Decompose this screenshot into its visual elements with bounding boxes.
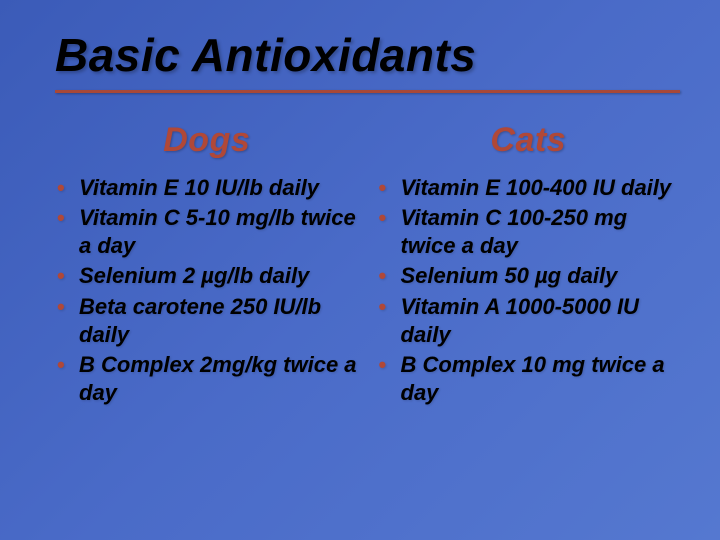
list-item: Vitamin E 10 IU/lb daily [55,174,359,202]
list-item: Selenium 50 µg daily [377,262,681,290]
list-item: Vitamin C 100-250 mg twice a day [377,204,681,260]
list-dogs: Vitamin E 10 IU/lb daily Vitamin C 5-10 … [55,174,359,407]
column-cats: Cats Vitamin E 100-400 IU daily Vitamin … [377,121,681,409]
columns-wrapper: Dogs Vitamin E 10 IU/lb daily Vitamin C … [55,121,680,409]
column-header: Cats [377,121,681,160]
list-item: Vitamin C 5-10 mg/lb twice a day [55,204,359,260]
list-item: Selenium 2 µg/lb daily [55,262,359,290]
slide-container: Basic Antioxidants Dogs Vitamin E 10 IU/… [0,0,720,439]
column-dogs: Dogs Vitamin E 10 IU/lb daily Vitamin C … [55,121,359,409]
title-underline [55,90,680,93]
list-item: Vitamin A 1000-5000 IU daily [377,293,681,349]
list-cats: Vitamin E 100-400 IU daily Vitamin C 100… [377,174,681,407]
slide-title: Basic Antioxidants [55,28,680,82]
list-item: Beta carotene 250 IU/lb daily [55,293,359,349]
list-item: Vitamin E 100-400 IU daily [377,174,681,202]
column-header: Dogs [55,121,359,160]
list-item: B Complex 10 mg twice a day [377,351,681,407]
list-item: B Complex 2mg/kg twice a day [55,351,359,407]
